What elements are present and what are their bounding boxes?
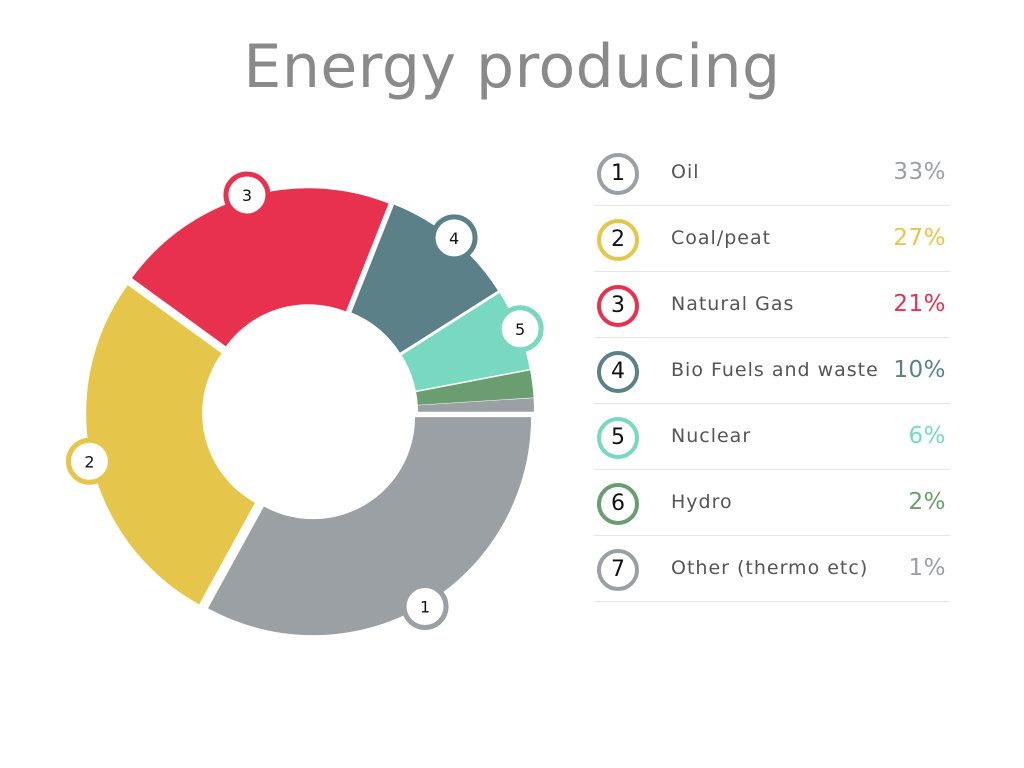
legend-label: Hydro [671, 491, 733, 513]
slice-5 [401, 292, 530, 391]
slice-1 [208, 417, 532, 636]
legend-value: 2% [908, 489, 946, 515]
legend-value: 21% [893, 291, 946, 317]
legend-label: Oil [671, 161, 700, 183]
legend-number-badge: 3 [597, 285, 639, 327]
legend-item: 3 Natural Gas 21% [594, 272, 950, 338]
legend-number-badge: 7 [597, 549, 639, 591]
slice-marker-1 [401, 583, 449, 631]
legend-item: 7 Other (thermo etc) 1% [594, 536, 950, 602]
legend-number-badge: 1 [597, 153, 639, 195]
chart-title: Energy producing [243, 32, 781, 102]
slice-marker-label-3: 3 [242, 186, 252, 205]
slice-marker-label-2: 2 [84, 452, 94, 471]
legend-label: Natural Gas [671, 293, 795, 315]
legend-value: 1% [908, 555, 946, 581]
legend-number-badge: 5 [597, 417, 639, 459]
legend-label: Other (thermo etc) [671, 557, 869, 579]
slice-marker-5 [496, 305, 544, 353]
slice-marker-3 [223, 171, 271, 219]
slice-marker-4 [430, 214, 478, 262]
legend-value: 33% [893, 159, 946, 185]
legend-label: Bio Fuels and waste [671, 359, 879, 381]
legend-label: Nuclear [671, 425, 752, 447]
slice-4 [351, 204, 498, 353]
slice-marker-2 [65, 437, 113, 485]
slice-2 [86, 285, 256, 605]
legend-value: 6% [908, 423, 946, 449]
legend-item: 4 Bio Fuels and waste 10% [594, 338, 950, 404]
legend-item: 6 Hydro 2% [594, 470, 950, 536]
legend-label: Coal/peat [671, 227, 772, 249]
legend-number-badge: 4 [597, 351, 639, 393]
slice-6 [416, 370, 534, 405]
legend: 1 Oil 33% 2 Coal/peat 27% 3 Natural Gas 21% 4 Bio … [594, 140, 950, 602]
donut-slices [86, 188, 534, 636]
legend-item: 1 Oil 33% [594, 140, 950, 206]
legend-item: 5 Nuclear 6% [594, 404, 950, 470]
slice-marker-label-5: 5 [515, 320, 525, 339]
slice-7 [417, 398, 534, 412]
legend-item: 2 Coal/peat 27% [594, 206, 950, 272]
legend-value: 27% [893, 225, 946, 251]
slice-marker-label-1: 1 [420, 598, 430, 617]
slice-marker-label-4: 4 [449, 229, 459, 248]
slice-markers: 1 2 3 4 5 [65, 171, 544, 631]
legend-number-badge: 6 [597, 483, 639, 525]
slice-3 [131, 188, 389, 347]
legend-number-badge: 2 [597, 219, 639, 261]
legend-value: 10% [893, 357, 946, 383]
donut-chart: 1 2 3 4 5 [65, 171, 544, 636]
